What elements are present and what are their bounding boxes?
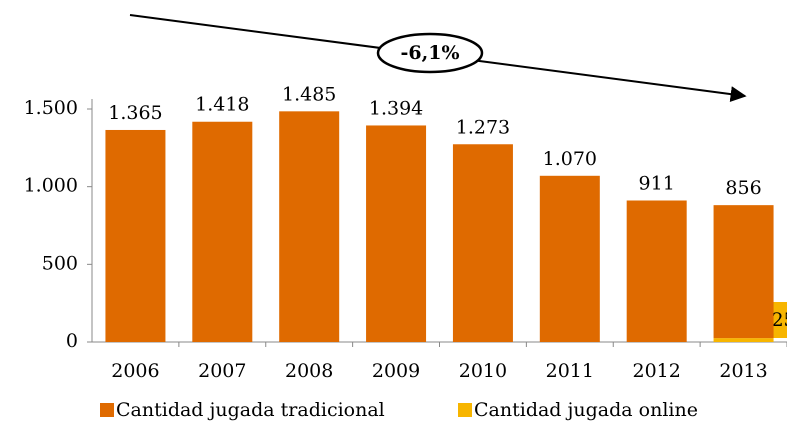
x-tick-label: 2010 [459,360,507,382]
bar [539,175,600,342]
bar [713,338,774,342]
x-tick-label: 2012 [633,360,681,382]
annotation-oval [376,32,484,74]
x-tick-label: 2011 [546,360,594,382]
y-tick-label: 500 [42,252,78,274]
x-tick-label: 2008 [285,360,333,382]
y-tick-label: 1.500 [24,97,78,119]
y-tick-label: 1.000 [24,175,78,197]
value-label: 1.418 [195,94,249,116]
legend-swatch [100,403,114,417]
value-label: 1.273 [456,116,510,138]
bar [192,121,253,342]
value-label: 1.070 [543,148,597,170]
legend-label: Cantidad jugada tradicional [116,399,385,421]
bar [105,129,166,342]
value-label: 911 [639,172,675,194]
bar [713,205,774,339]
x-tick-label: 2009 [372,360,420,382]
value-label: 1.485 [282,83,336,105]
value-label: 25 [771,309,787,331]
x-tick-label: 2013 [719,360,767,382]
bar [626,200,687,342]
x-tick-label: 2006 [111,360,159,382]
bar [366,125,427,342]
legend-swatch [458,403,472,417]
y-tick-label: 0 [66,330,78,352]
bar [452,144,513,342]
value-label: 1.365 [108,102,162,124]
value-label: 856 [725,177,761,199]
annotation: -6,1% [401,42,460,64]
bar [279,111,340,342]
x-tick-label: 2007 [198,360,246,382]
legend-label: Cantidad jugada online [474,399,698,421]
value-label: 1.394 [369,97,423,119]
